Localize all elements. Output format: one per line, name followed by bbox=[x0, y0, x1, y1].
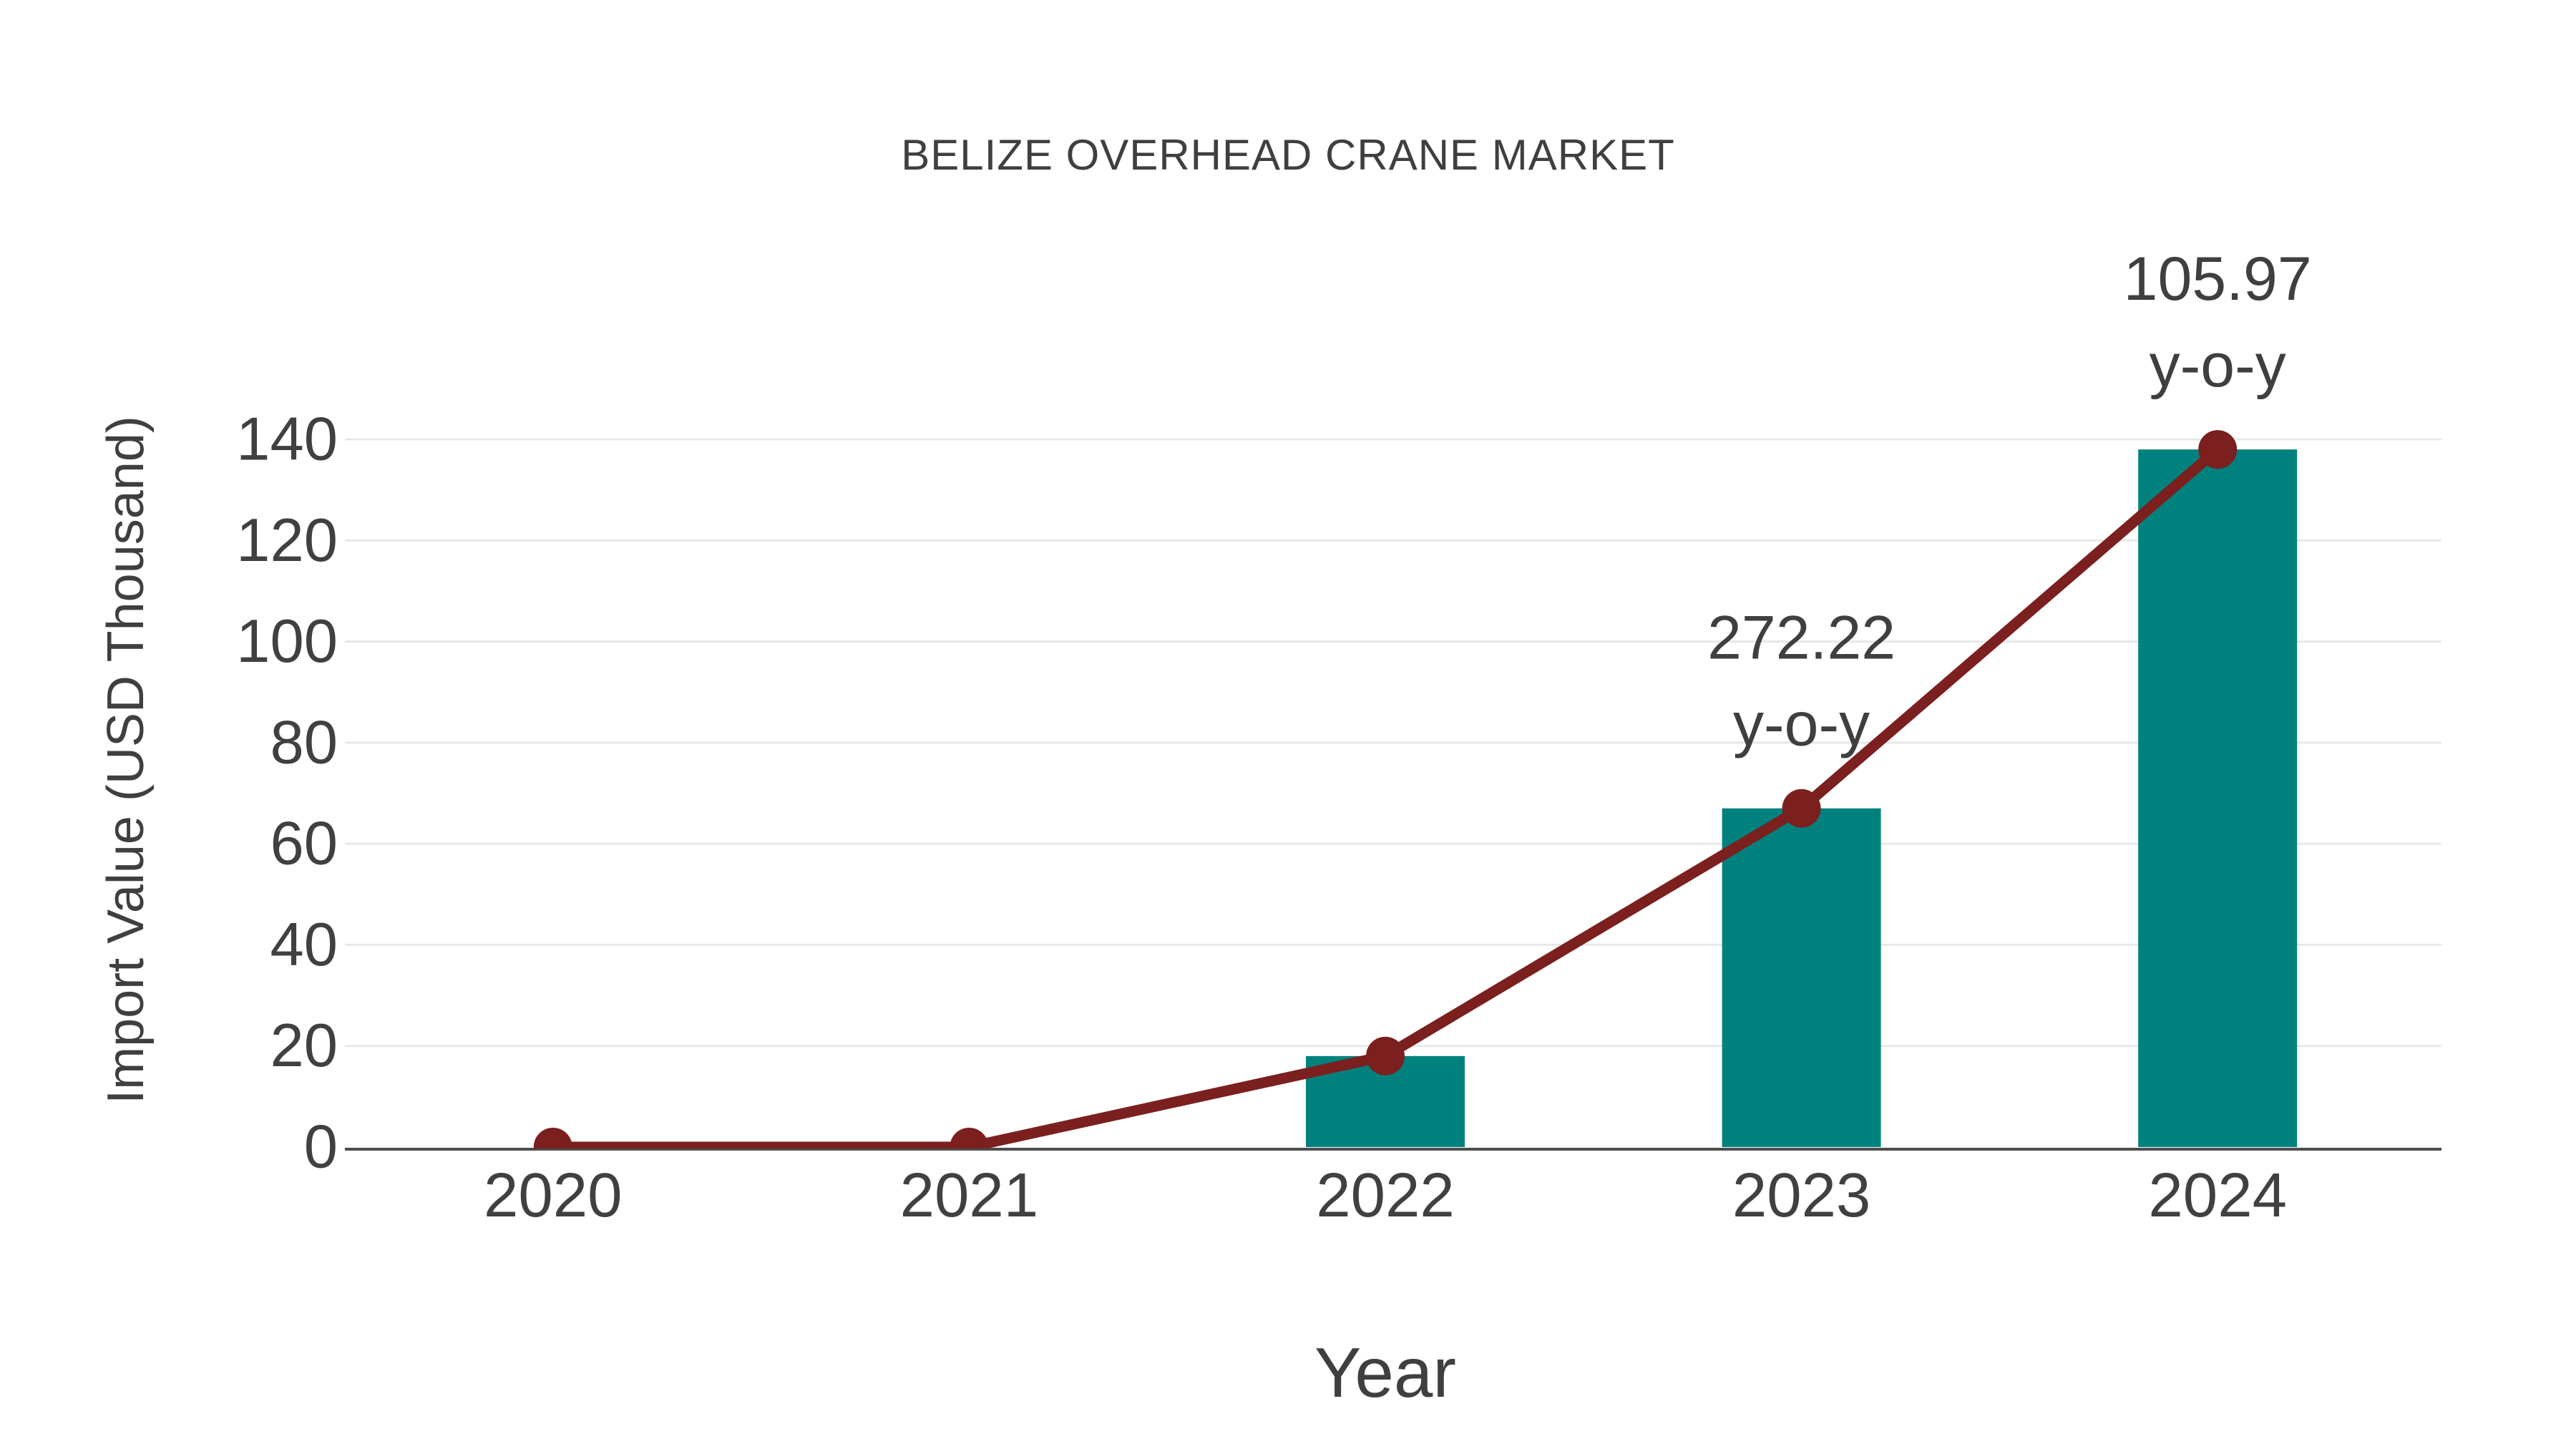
annotation-value-2023: 272.22 bbox=[1707, 604, 1896, 673]
marker-2023 bbox=[1782, 789, 1821, 828]
y-tick-label-60: 60 bbox=[270, 810, 338, 878]
annotation-layer: 272.22 y-o-y 105.97 y-o-y bbox=[1707, 245, 2312, 759]
marker-2020 bbox=[533, 1128, 572, 1148]
marker-2022 bbox=[1366, 1036, 1405, 1075]
x-tick-label-2024: 2024 bbox=[2148, 1161, 2287, 1230]
tick-label-layer: 0 20 40 60 80 100 120 140 2020 2021 2022 2023 2024 bbox=[236, 406, 2287, 1231]
y-tick-label-0: 0 bbox=[304, 1113, 338, 1181]
annotation-label-2023: y-o-y bbox=[1733, 691, 1870, 759]
x-tick-label-2023: 2023 bbox=[1732, 1161, 1871, 1230]
x-tick-label-2020: 2020 bbox=[484, 1161, 623, 1230]
marker-2024 bbox=[2198, 430, 2238, 469]
annotation-value-2024: 105.97 bbox=[2124, 245, 2312, 313]
bar-2024 bbox=[2138, 449, 2298, 1147]
y-tick-label-100: 100 bbox=[236, 608, 338, 675]
x-tick-label-2021: 2021 bbox=[900, 1161, 1039, 1230]
marker-2021 bbox=[950, 1128, 989, 1148]
y-tick-label-80: 80 bbox=[270, 708, 338, 776]
x-tick-label-2022: 2022 bbox=[1316, 1161, 1455, 1230]
annotation-label-2024: y-o-y bbox=[2150, 331, 2286, 400]
y-tick-label-40: 40 bbox=[270, 911, 338, 979]
bar-series-layer bbox=[1306, 449, 2298, 1147]
line-series-layer bbox=[533, 430, 2238, 1148]
y-tick-label-140: 140 bbox=[236, 406, 338, 474]
bar-2023 bbox=[1722, 808, 1881, 1147]
chart-title: BELIZE OVERHEAD CRANE MARKET bbox=[901, 131, 1675, 179]
y-axis-title: Import Value (USD Thousand) bbox=[97, 416, 155, 1104]
x-axis-title: Year bbox=[1314, 1333, 1456, 1412]
y-tick-label-120: 120 bbox=[236, 507, 338, 575]
grid-layer bbox=[345, 438, 2441, 1048]
y-tick-label-20: 20 bbox=[270, 1012, 338, 1080]
